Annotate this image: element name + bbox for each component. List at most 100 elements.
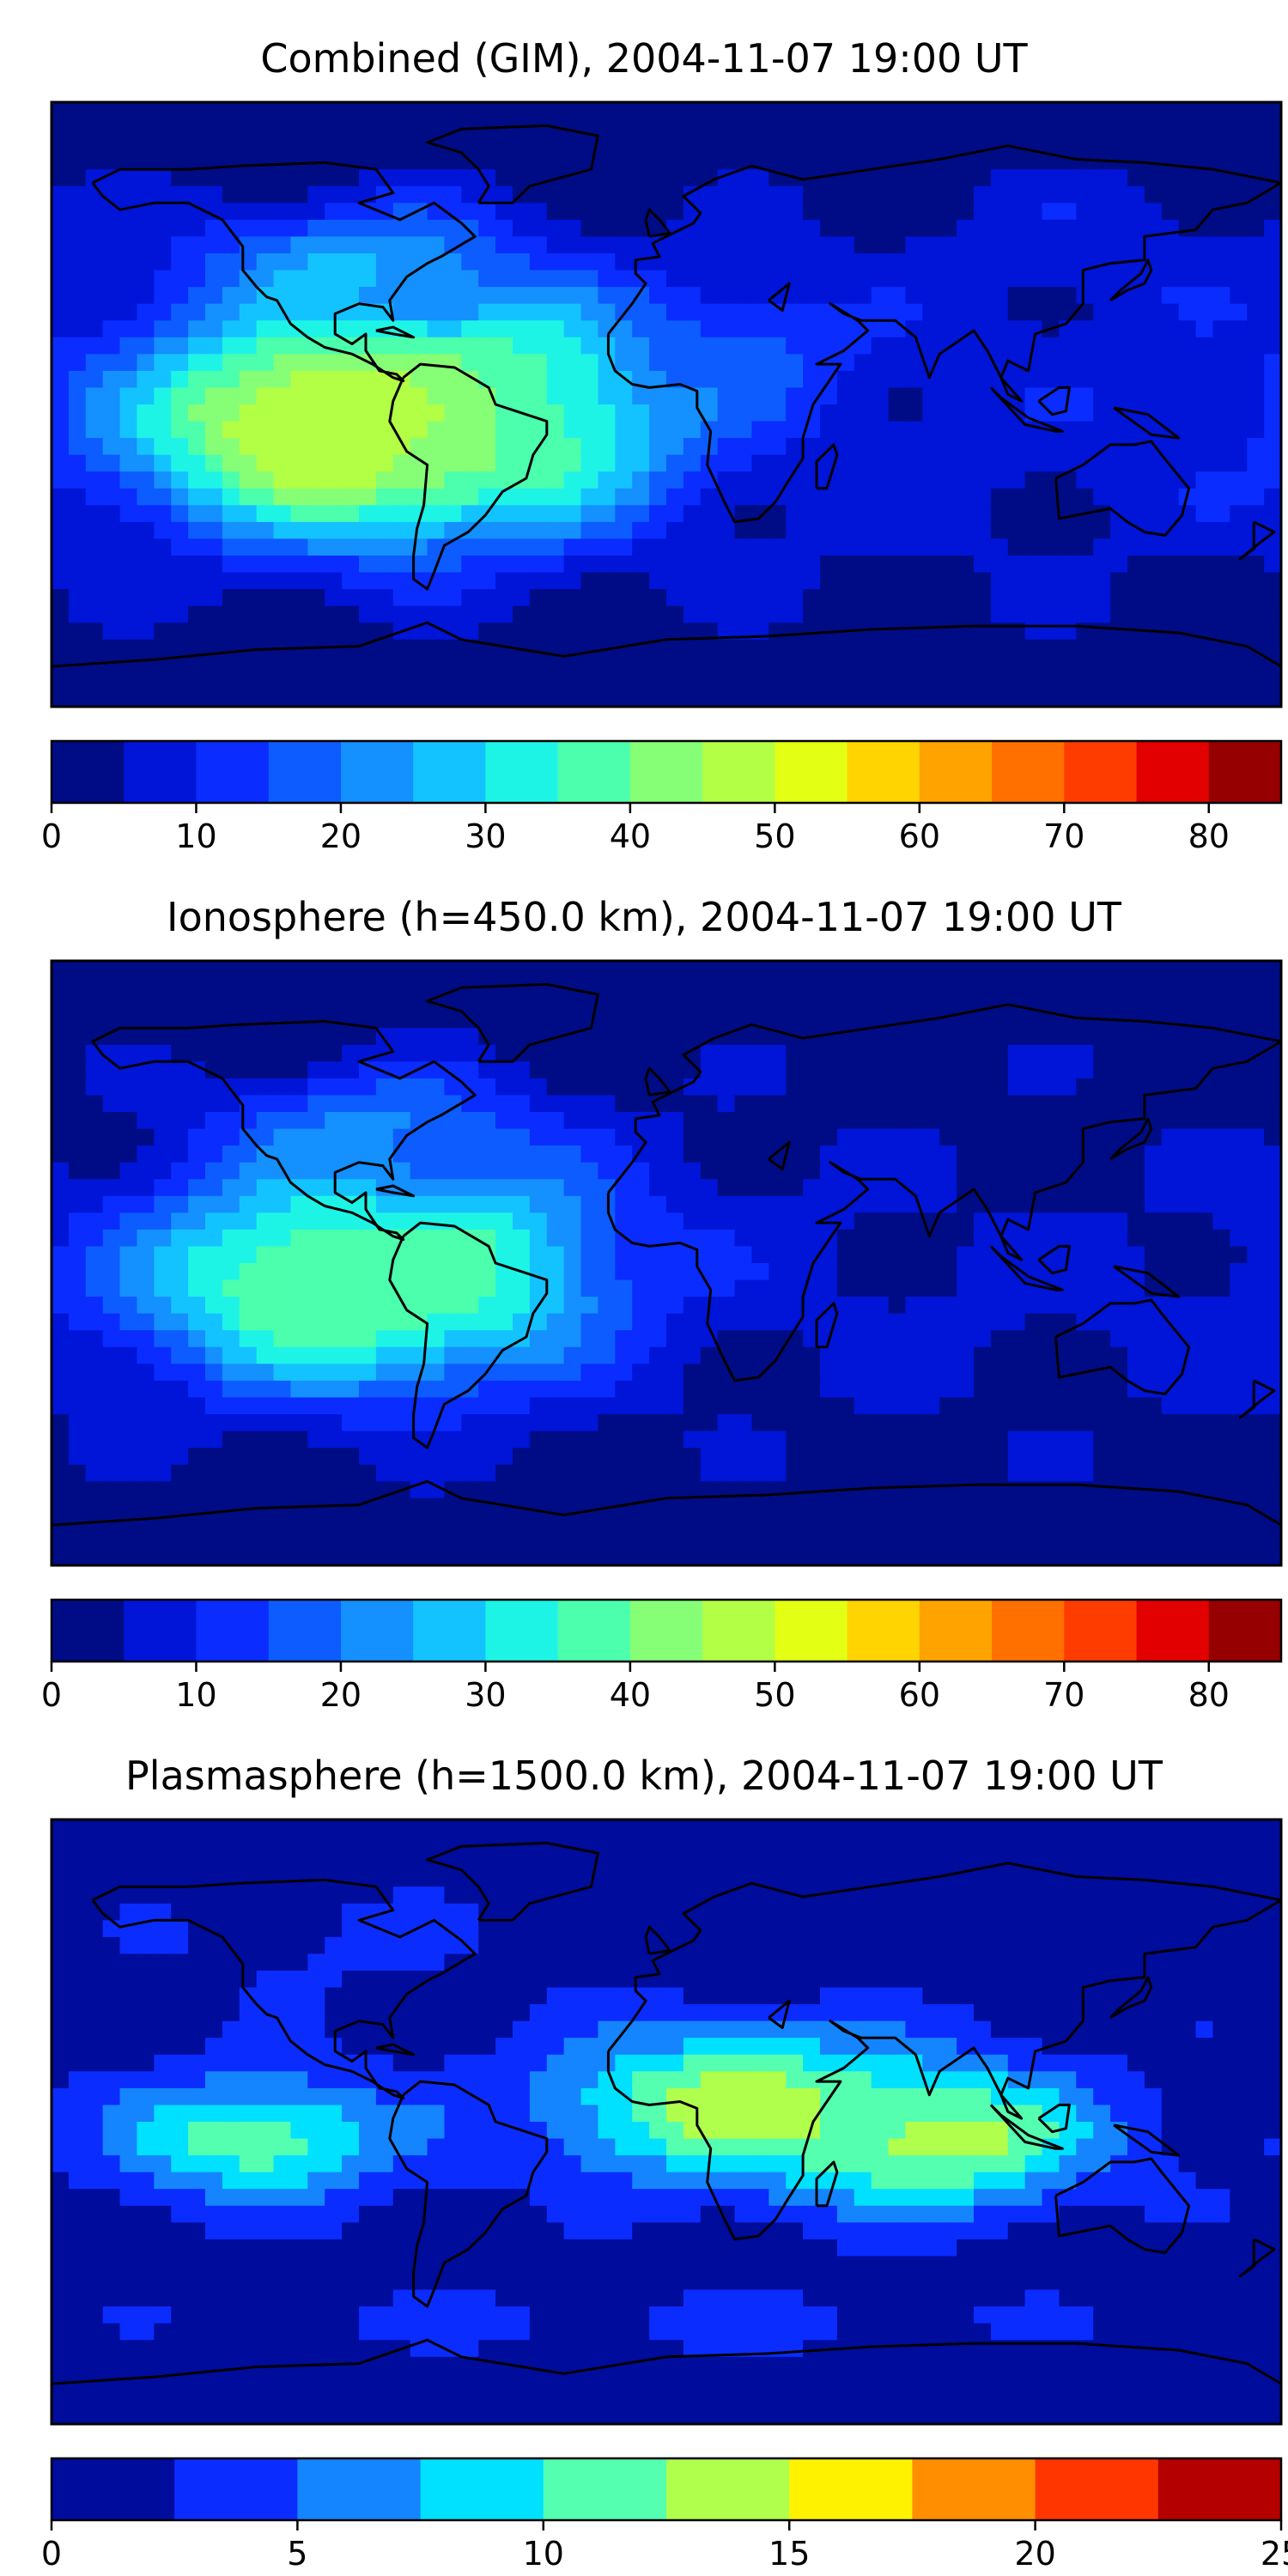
heatmap-cell — [154, 1397, 172, 1415]
heatmap-cell — [325, 1313, 343, 1331]
heatmap-cell — [717, 1448, 736, 1466]
heatmap-cell — [461, 605, 479, 623]
heatmap-cell — [888, 1061, 907, 1079]
heatmap-cell — [1007, 185, 1026, 204]
heatmap-cell — [1007, 203, 1026, 221]
heatmap-cell — [444, 1112, 462, 1130]
heatmap-cell — [957, 219, 975, 238]
heatmap-cell — [325, 1044, 343, 1062]
heatmap-cell — [974, 370, 992, 389]
heatmap-cell — [325, 961, 343, 979]
coastline-madagascar — [815, 443, 839, 490]
heatmap-cell — [598, 438, 616, 456]
heatmap-cell — [632, 1380, 650, 1399]
heatmap-cell — [854, 236, 872, 254]
heatmap-cell — [1024, 1011, 1043, 1029]
heatmap-cell — [222, 656, 240, 674]
heatmap-cell — [734, 471, 753, 489]
heatmap-cell — [137, 354, 155, 372]
heatmap-cell — [905, 185, 923, 204]
colorbar-segment — [1064, 741, 1138, 803]
heatmap-cell — [700, 1313, 719, 1331]
heatmap-cell — [478, 488, 496, 506]
heatmap-cell — [580, 1346, 599, 1364]
heatmap-cell — [68, 1044, 87, 1062]
heatmap-cell — [546, 1364, 565, 1382]
heatmap-cell — [461, 505, 479, 523]
heatmap-cell — [769, 136, 787, 154]
heatmap-cell — [222, 977, 240, 995]
heatmap-cell — [256, 572, 275, 590]
heatmap-cell — [444, 1011, 462, 1029]
heatmap-cell — [1212, 672, 1230, 691]
heatmap-cell — [52, 521, 70, 540]
heatmap-cell — [342, 1498, 360, 1516]
heatmap-cell — [854, 404, 872, 422]
heatmap-cell — [68, 605, 87, 623]
heatmap-cell — [598, 102, 616, 120]
heatmap-cell — [1110, 236, 1128, 254]
heatmap-cell — [222, 572, 240, 590]
heatmap-cell — [666, 1330, 684, 1348]
heatmap-cell — [188, 169, 206, 187]
heatmap-cell — [325, 1464, 343, 1482]
heatmap-cell — [717, 287, 736, 305]
heatmap-cell — [888, 203, 907, 221]
heatmap-cell — [957, 236, 975, 254]
heatmap-cell — [325, 1330, 343, 1348]
heatmap-cell — [461, 672, 479, 691]
heatmap-cell — [154, 961, 172, 979]
heatmap-cell — [700, 672, 719, 691]
heatmap-cell — [820, 270, 838, 288]
heatmap-cell — [1247, 656, 1265, 674]
heatmap-cell — [922, 1145, 940, 1163]
heatmap-cell — [1247, 605, 1265, 623]
heatmap-cell — [495, 1279, 513, 1297]
heatmap-cell — [854, 1061, 872, 1079]
heatmap-cell — [632, 1397, 650, 1415]
heatmap-cell — [1195, 303, 1214, 321]
heatmap-cell — [751, 572, 769, 590]
heatmap-cell — [85, 1112, 104, 1130]
heatmap-cell — [820, 404, 838, 422]
heatmap-cell — [392, 1313, 411, 1331]
heatmap-cell — [171, 1464, 189, 1482]
heatmap-cell — [188, 320, 206, 338]
heatmap-cell — [1195, 1481, 1214, 1499]
heatmap-cell — [1178, 1380, 1197, 1399]
heatmap-cell — [1212, 118, 1230, 137]
heatmap-cell — [1024, 370, 1043, 389]
colorbar-segment — [702, 741, 775, 803]
heatmap-cell — [290, 1028, 308, 1046]
heatmap-cell — [922, 1279, 940, 1297]
heatmap-cell — [444, 404, 462, 422]
heatmap-cell — [171, 994, 189, 1012]
heatmap-cell — [854, 454, 872, 472]
heatmap-cell — [769, 1297, 787, 1315]
heatmap-cell — [461, 556, 479, 574]
heatmap-cell — [1076, 270, 1094, 288]
heatmap-cell — [632, 287, 650, 305]
heatmap-cell — [273, 236, 292, 254]
heatmap-cell — [854, 387, 872, 405]
heatmap-cell — [957, 488, 975, 506]
heatmap-cell — [119, 1330, 138, 1348]
heatmap-cell — [580, 1397, 599, 1415]
heatmap-cell — [1007, 1297, 1026, 1315]
heatmap-cell — [751, 1028, 769, 1046]
heatmap-cell — [1110, 572, 1128, 590]
heatmap-cell — [325, 1229, 343, 1248]
heatmap-cell — [102, 1330, 121, 1348]
heatmap-cell — [769, 438, 787, 456]
heatmap-cell — [222, 1162, 240, 1180]
heatmap-cell — [375, 656, 394, 674]
heatmap-cell — [154, 977, 172, 995]
colorbar-segment — [847, 741, 920, 803]
heatmap-cell — [649, 977, 667, 995]
heatmap-cell — [342, 320, 360, 338]
heatmap-cell — [325, 1448, 343, 1466]
heatmap-cell — [1024, 471, 1043, 489]
heatmap-cell — [1007, 118, 1026, 137]
heatmap-cell — [734, 1279, 753, 1297]
heatmap-cell — [957, 337, 975, 355]
